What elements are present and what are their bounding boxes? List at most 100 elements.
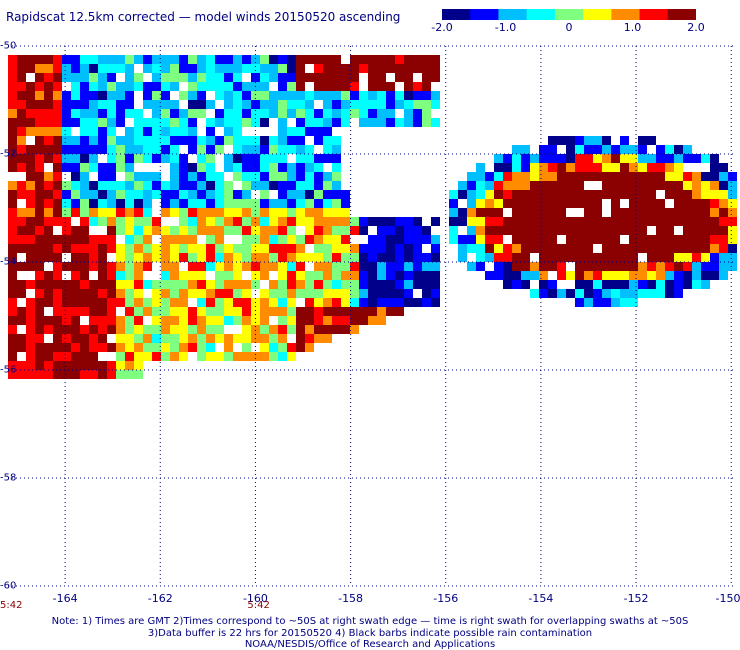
wind-cell [251,208,260,217]
wind-cell [323,307,332,316]
wind-cell [62,316,71,325]
wind-cell [98,163,107,172]
wind-cell [278,64,287,73]
wind-cell [260,172,269,181]
wind-cell [341,100,350,109]
wind-cell [611,163,620,172]
wind-cell [224,280,233,289]
wind-cell [341,64,350,73]
wind-cell [278,55,287,64]
wind-cell [170,244,179,253]
wind-cell [287,82,296,91]
wind-cell [665,271,674,280]
wind-cell [368,307,377,316]
wind-cell [215,271,224,280]
wind-cell [359,244,368,253]
wind-cell [116,154,125,163]
wind-cell [170,280,179,289]
wind-cell [152,145,161,154]
wind-cell [242,64,251,73]
wind-cell [269,307,278,316]
wind-cell [350,82,359,91]
wind-cell [26,235,35,244]
wind-cell [521,280,530,289]
wind-cell [494,190,503,199]
wind-cell [170,190,179,199]
wind-cell [134,181,143,190]
wind-cell [602,253,611,262]
wind-cell [458,253,467,262]
wind-cell [323,325,332,334]
wind-cell [665,217,674,226]
wind-cell [161,145,170,154]
wind-cell [215,136,224,145]
wind-cell [125,199,134,208]
wind-cell [503,271,512,280]
wind-cell [152,55,161,64]
wind-cell [566,217,575,226]
wind-cell [539,226,548,235]
wind-cell [611,172,620,181]
wind-cell [260,226,269,235]
wind-cell [197,172,206,181]
wind-cell [62,361,71,370]
wind-cell [179,289,188,298]
wind-cell [386,217,395,226]
wind-cell [125,145,134,154]
wind-cell [26,361,35,370]
plot-title: Rapidscat 12.5km corrected — model winds… [6,10,401,24]
wind-cell [80,226,89,235]
wind-cell [98,199,107,208]
wind-cell [710,217,719,226]
wind-cell [683,208,692,217]
latitude-label: -52 [0,148,17,160]
wind-cell [305,118,314,127]
wind-cell [539,262,548,271]
wind-cell [602,244,611,253]
wind-cell [80,55,89,64]
wind-cell [26,343,35,352]
wind-cell [125,343,134,352]
wind-cell [206,127,215,136]
wind-cell [134,118,143,127]
wind-cell [413,100,422,109]
wind-cell [116,361,125,370]
wind-cell [368,109,377,118]
wind-cell [287,325,296,334]
wind-cell [80,352,89,361]
wind-cell [269,262,278,271]
wind-cell [44,55,53,64]
wind-cell [269,352,278,361]
wind-cell [638,136,647,145]
wind-cell [323,199,332,208]
wind-cell [62,199,71,208]
wind-cell [35,235,44,244]
wind-cell [377,244,386,253]
wind-cell [683,181,692,190]
wind-cell [620,289,629,298]
wind-cell [656,289,665,298]
wind-cell [206,100,215,109]
wind-cell [143,199,152,208]
wind-cell [53,361,62,370]
wind-cell [647,280,656,289]
wind-cell [413,118,422,127]
wind-cell [629,217,638,226]
wind-cell [26,145,35,154]
wind-cell [593,199,602,208]
wind-cell [242,199,251,208]
longitude-label: -150 [715,592,740,605]
wind-cell [332,307,341,316]
wind-cell [143,262,152,271]
wind-cell [548,172,557,181]
wind-cell [206,253,215,262]
wind-cell [584,235,593,244]
wind-cell [26,190,35,199]
wind-cell [233,190,242,199]
wind-cell [386,271,395,280]
wind-cell [161,226,170,235]
wind-cell [332,217,341,226]
wind-cell [125,55,134,64]
wind-cell [53,199,62,208]
wind-cell [602,190,611,199]
